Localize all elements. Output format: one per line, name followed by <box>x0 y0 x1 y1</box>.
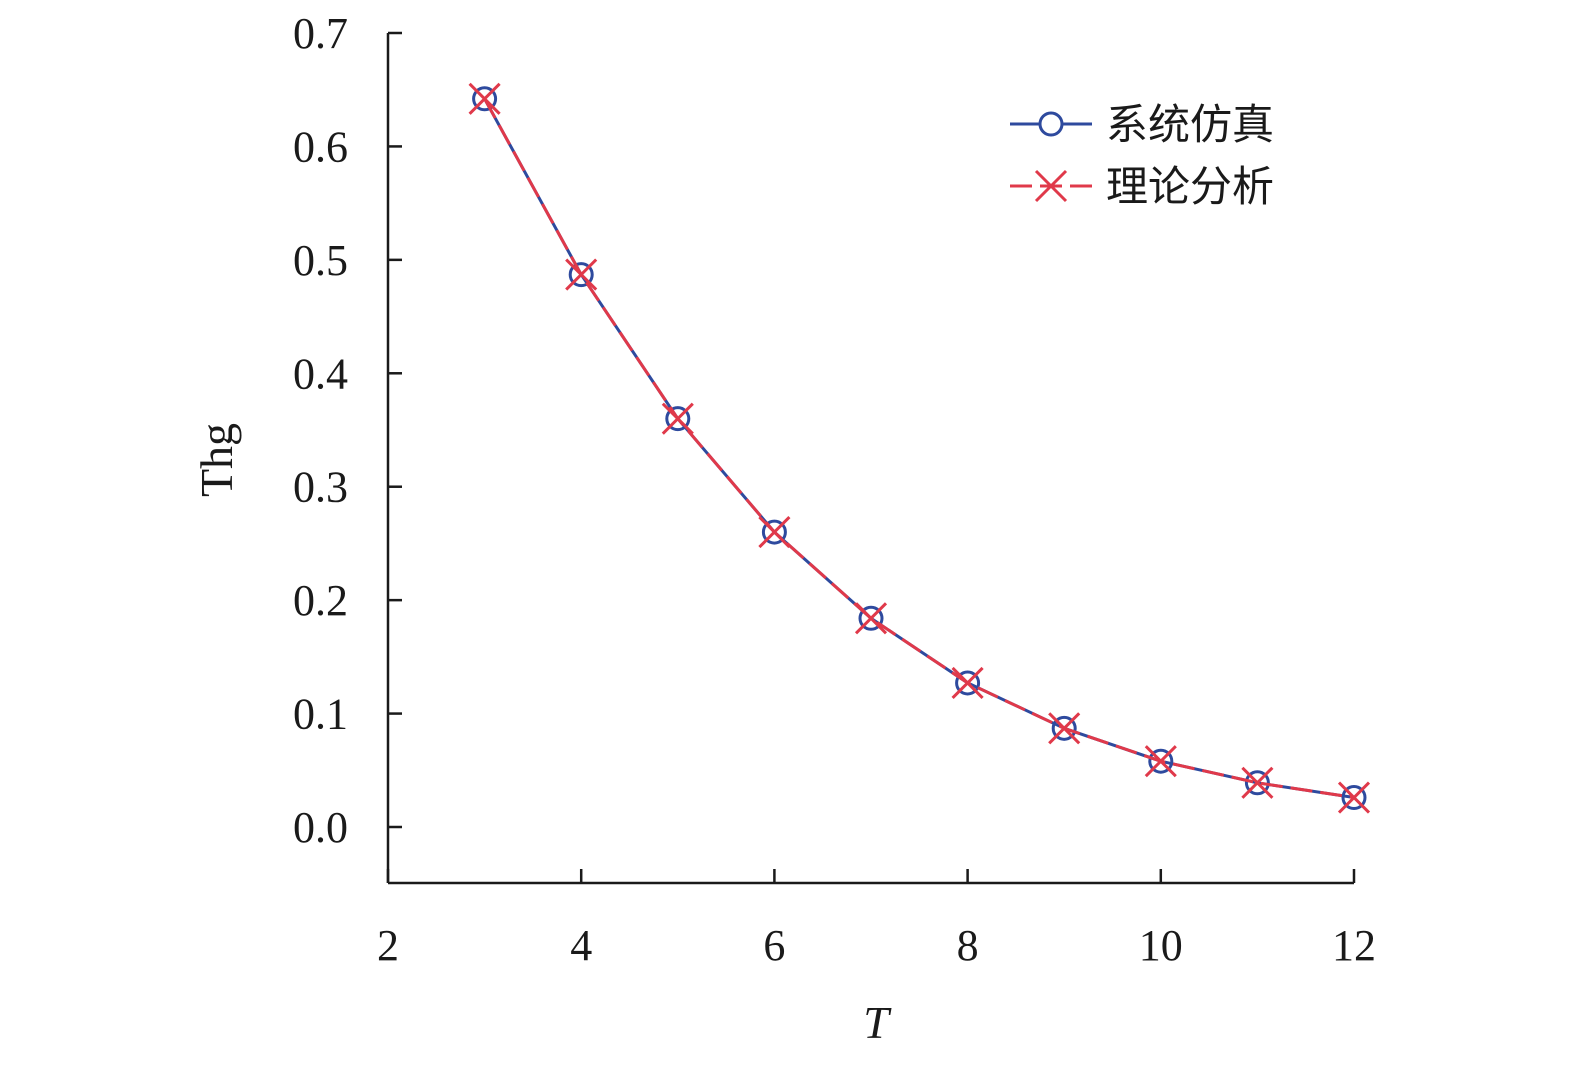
y-tick-label: 0.0 <box>293 803 348 852</box>
y-tick-label: 0.3 <box>293 463 348 512</box>
x-marker-stroke <box>1337 781 1371 814</box>
x-marker-stroke <box>1048 712 1081 745</box>
legend-item: 系统仿真 <box>1010 100 1274 149</box>
x-marker-stroke <box>565 258 598 291</box>
data-point-circle <box>568 262 594 288</box>
data-point-circle <box>761 519 787 545</box>
y-tick-label: 0.7 <box>293 9 348 58</box>
data-point-circle <box>472 86 498 112</box>
x-tick-label: 8 <box>957 921 979 970</box>
data-point-x <box>565 258 598 291</box>
y-tick-label: 0.2 <box>293 576 348 625</box>
data-point-x <box>951 666 984 700</box>
data-point-circle <box>1051 715 1077 741</box>
data-point-x <box>468 82 501 115</box>
x-tick-label: 4 <box>570 921 592 970</box>
legend-marker-x <box>1034 169 1068 203</box>
x-tick-label: 10 <box>1139 921 1183 970</box>
x-axis-title: T <box>863 997 892 1048</box>
data-point-circle <box>1341 785 1367 811</box>
data-point-x <box>1144 745 1177 778</box>
x-marker-stroke <box>951 666 984 700</box>
data-point-x <box>661 402 694 435</box>
x-tick-label: 12 <box>1332 921 1376 970</box>
data-point-circle <box>665 406 691 432</box>
data-point-x <box>1241 766 1274 799</box>
legend-label: 系统仿真 <box>1106 100 1274 149</box>
legend-label: 理论分析 <box>1106 162 1274 211</box>
data-point-x <box>1337 781 1371 814</box>
x-marker-stroke <box>1144 745 1177 778</box>
data-point-circle <box>955 670 981 696</box>
data-point-circle <box>1244 770 1270 796</box>
series-layer <box>468 82 1371 814</box>
x-marker-stroke <box>854 602 888 635</box>
y-tick-label: 0.5 <box>293 236 348 285</box>
data-point-circle <box>1148 748 1174 774</box>
data-point-circle <box>858 605 884 631</box>
y-tick-label: 0.4 <box>293 349 348 398</box>
y-tick-label: 0.1 <box>293 690 348 739</box>
series-2 <box>468 82 1371 814</box>
y-tick-label: 0.6 <box>293 122 348 171</box>
axes: 0.0 0.1 0.2 0.3 0.4 0.5 0.6 0.7 2 4 6 8 10 12 <box>293 9 1376 970</box>
legend-marker-circle <box>1038 111 1064 137</box>
x-marker-stroke <box>1241 766 1274 799</box>
x-tick-label: 6 <box>763 921 785 970</box>
x-marker-stroke <box>758 516 791 549</box>
data-point-x <box>758 516 791 549</box>
series-line <box>483 98 1355 799</box>
data-point-x <box>1048 712 1081 745</box>
x-tick-label: 2 <box>377 921 399 970</box>
y-axis-title: Thg <box>191 423 242 497</box>
x-marker-stroke <box>468 82 501 115</box>
data-point-x <box>854 602 888 635</box>
legend-item: 理论分析 <box>1010 162 1274 211</box>
x-marker-stroke <box>661 402 694 435</box>
